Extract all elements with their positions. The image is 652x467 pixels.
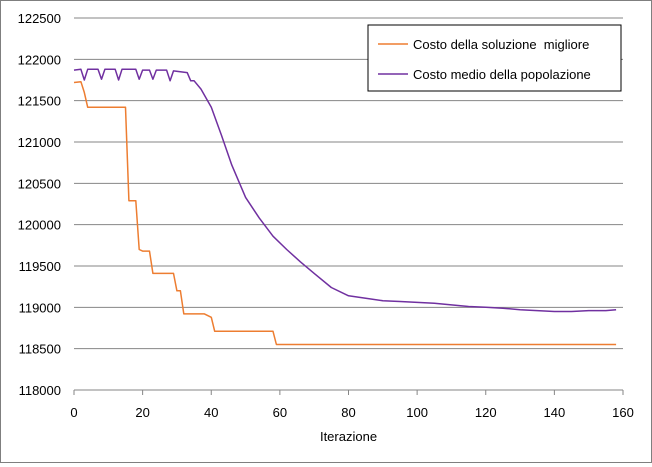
x-tick-label: 0 — [70, 405, 77, 420]
legend: Costo della soluzione migliore Costo med… — [367, 24, 622, 92]
y-tick-label: 118000 — [19, 383, 61, 398]
x-tick-label: 140 — [544, 405, 566, 420]
series-line-mean-cost — [73, 68, 617, 313]
x-tick-label: 40 — [204, 405, 218, 420]
y-axis-ticks: 118000 118500 119000 119500 120000 120500 1210… — [18, 11, 61, 398]
y-tick-label: 120500 — [18, 176, 61, 191]
x-tick-label: 160 — [612, 405, 634, 420]
x-tick-label: 100 — [406, 405, 428, 420]
legend-box — [367, 24, 622, 92]
series-line-best-cost — [73, 80, 617, 346]
y-tick-label: 119000 — [19, 300, 61, 315]
x-tick-label: 120 — [475, 405, 497, 420]
x-tick-label: 80 — [341, 405, 355, 420]
series-lines — [73, 68, 617, 346]
x-axis-label: Iterazione — [320, 429, 377, 444]
y-tick-label: 119500 — [19, 259, 61, 274]
y-tick-label: 121500 — [18, 94, 61, 109]
y-tick-label: 118500 — [19, 342, 61, 357]
x-tick-label: 60 — [273, 405, 287, 420]
y-tick-label: 120000 — [18, 218, 61, 233]
x-axis-ticks: 0 20 40 60 80 100 120 140 160 — [70, 390, 634, 420]
y-tick-label: 122000 — [18, 52, 61, 67]
legend-label-best-cost: Costo della soluzione migliore — [413, 37, 589, 52]
x-tick-label: 20 — [135, 405, 149, 420]
y-tick-label: 121000 — [18, 135, 61, 150]
gridlines — [74, 17, 623, 350]
y-tick-label: 122500 — [18, 11, 61, 26]
legend-label-mean-cost: Costo medio della popolazione — [413, 67, 591, 82]
